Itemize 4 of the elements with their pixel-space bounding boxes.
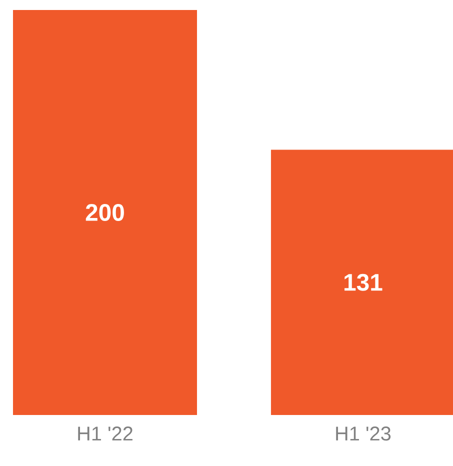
data-label: 131: [344, 274, 382, 291]
x-tick-label: H1 '22: [78, 426, 132, 440]
data-label: 200: [86, 204, 124, 221]
x-tick-label: H1 '23: [336, 426, 391, 441]
